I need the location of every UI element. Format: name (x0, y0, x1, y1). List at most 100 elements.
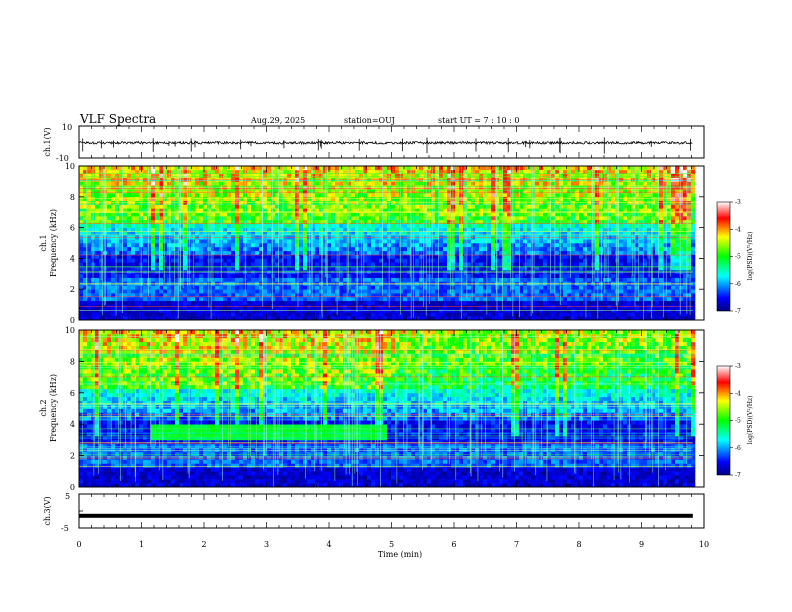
spectrogram-cell (103, 243, 108, 248)
spectrogram-cell (315, 258, 320, 263)
spectrogram-cell (183, 262, 188, 267)
spectrogram-cell (455, 181, 460, 186)
spectrogram-cell (351, 204, 356, 209)
spectrogram-cell (223, 231, 228, 236)
spectrogram-cell (103, 266, 108, 271)
spectrogram-cell (191, 231, 196, 236)
spectrogram-cell (163, 173, 168, 178)
spectrogram-cell (475, 258, 480, 263)
spectrogram-cell (439, 196, 444, 201)
spectrogram-cell (311, 285, 316, 290)
spectrogram-cell (143, 196, 148, 201)
spectrogram-cell (179, 289, 184, 294)
spectrogram-cell (523, 243, 528, 248)
spectrogram-cell (403, 312, 408, 317)
spectrogram-cell (275, 208, 280, 213)
spectrogram-cell (123, 285, 128, 290)
spectrogram-cell (391, 223, 396, 228)
spectrogram-cell (447, 300, 452, 305)
spectrogram-cell (551, 227, 556, 232)
spectrogram-cell (247, 262, 252, 267)
spectrogram-cell (287, 293, 292, 298)
spectrogram-cell (347, 204, 352, 209)
spectrogram-cell (175, 227, 180, 232)
spectrogram-cell (527, 277, 532, 282)
spectrogram-cell (459, 173, 464, 178)
spectrogram-cell (467, 189, 472, 194)
spectrogram-cell (311, 254, 316, 259)
spectrogram-cell (159, 289, 164, 294)
spectrogram-cell (515, 204, 520, 209)
spectrogram-cell (507, 208, 512, 213)
spectrogram-cell (571, 231, 576, 236)
spectrogram-cell (363, 181, 368, 186)
spectrogram-cell (343, 289, 348, 294)
spectrogram-cell (311, 262, 316, 267)
spectrogram-cell (503, 181, 508, 186)
spectrogram-cell (379, 239, 384, 244)
spectrogram-cell (503, 239, 508, 244)
spectrogram-cell (147, 169, 152, 174)
spectrogram-cell (287, 216, 292, 221)
spectrogram-cell (79, 223, 84, 228)
spectrogram-cell (231, 312, 236, 317)
spectrogram-cell (287, 193, 292, 198)
spectrogram-cell (83, 181, 88, 186)
spectrogram-cell (267, 293, 272, 298)
spectrogram-cell (107, 193, 112, 198)
spectrogram-cell (171, 181, 176, 186)
spectrogram-cell (151, 254, 156, 259)
spectrogram-cell (211, 316, 216, 320)
spectrogram-cell (467, 196, 472, 201)
spectrogram-cell (515, 169, 520, 174)
spectrogram-cell (203, 285, 208, 290)
spectrogram-cell (327, 266, 332, 271)
spectrogram-cell (279, 258, 284, 263)
spectrogram-cell (391, 196, 396, 201)
spectrogram-cell (159, 189, 164, 194)
spectrogram-cell (459, 169, 464, 174)
spectrogram-cell (531, 277, 536, 282)
spectrogram-cell (503, 223, 508, 228)
spectrogram-cell (299, 289, 304, 294)
spectrogram-cell (111, 219, 116, 225)
spectrogram-cell (459, 204, 464, 209)
spectrogram-cell (343, 239, 348, 244)
spectrogram-cell (487, 273, 492, 278)
spectrogram-cell (83, 246, 88, 252)
spectrogram-cell (143, 239, 148, 244)
spectrogram-cell (503, 293, 508, 298)
spectrogram-cell (367, 239, 372, 244)
spectrogram-cell (407, 273, 412, 278)
spectrogram-cell (119, 216, 124, 221)
spectrogram-cell (155, 208, 160, 213)
spectrogram-cell (275, 258, 280, 263)
spectrogram-cell (107, 246, 112, 252)
spectrogram-cell (463, 277, 468, 282)
spectrogram-cell (491, 254, 496, 259)
spectrogram-cell (555, 296, 560, 302)
spectrogram-cell (331, 189, 336, 194)
spectrogram-cell (295, 246, 300, 252)
spectrogram-cell (119, 300, 124, 305)
spectrogram-cell (407, 289, 412, 294)
spectrogram-cell (443, 289, 448, 294)
spectrogram-cell (339, 300, 344, 305)
spectrogram-cell (539, 258, 544, 263)
spectrogram-cell (183, 250, 188, 255)
spectrogram-cell (123, 208, 128, 213)
spectrogram-cell (311, 193, 316, 198)
spectrogram-cell (443, 208, 448, 213)
spectrogram-cell (423, 219, 428, 225)
spectrogram-cell (535, 212, 540, 217)
spectrogram-cell (519, 212, 524, 217)
spectrogram-cell (479, 216, 484, 221)
spectrogram-cell (299, 189, 304, 194)
spectrogram-cell (399, 231, 404, 236)
spectrogram-cell (127, 243, 132, 248)
spectrogram-cell (379, 169, 384, 174)
spectrogram-cell (299, 196, 304, 201)
spectrogram-cell (311, 208, 316, 213)
spectrogram-cell (299, 300, 304, 305)
spectrogram-cell (567, 208, 572, 213)
